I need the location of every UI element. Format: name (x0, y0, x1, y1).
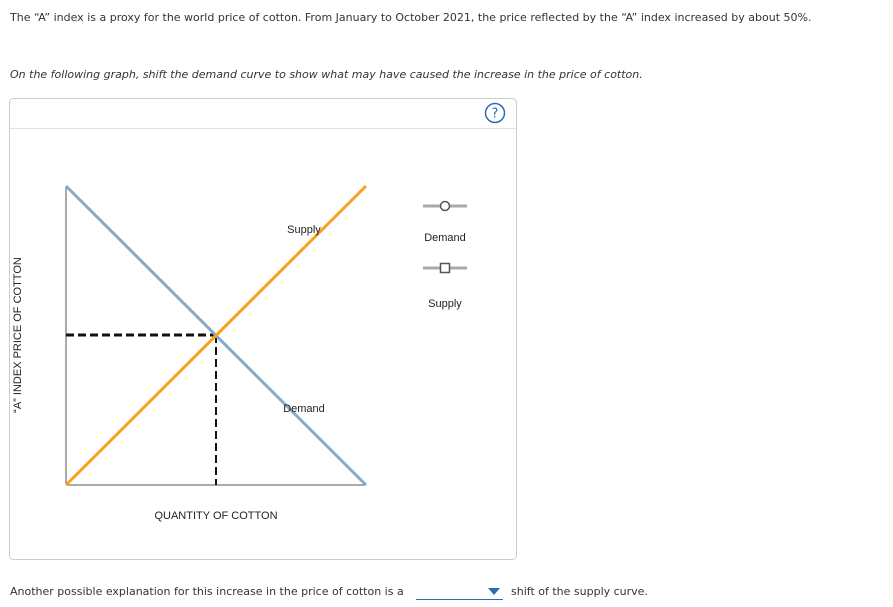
tool-label: Supply (428, 298, 462, 310)
help-circle (484, 102, 506, 124)
tool-label: Demand (424, 232, 466, 244)
intro-text: The “A” index is a proxy for the world p… (9, 11, 811, 24)
answer-suffix: shift of the supply curve. (511, 585, 648, 598)
help-button[interactable]: ? (484, 102, 506, 124)
demand-label: Demand (283, 403, 325, 415)
y-axis-label: “A” INDEX PRICE OF COTTON (12, 257, 24, 413)
x-axis-label: QUANTITY OF COTTON (154, 510, 277, 522)
dropdown-arrow (488, 588, 500, 595)
tool-square (439, 262, 451, 274)
answer-prefix: Another possible explanation for this in… (10, 585, 404, 598)
supply-label: Supply (287, 224, 321, 236)
demand-tool[interactable]: Demand (423, 200, 467, 244)
graph-panel (9, 98, 517, 560)
supply-tool[interactable]: Supply (423, 262, 467, 310)
tool-circle (439, 200, 451, 212)
supply-curve (64, 184, 368, 487)
help-icon: ? (492, 107, 499, 122)
answer-dropdown[interactable] (416, 588, 503, 600)
instruction-text: On the following graph, shift the demand… (10, 68, 643, 81)
